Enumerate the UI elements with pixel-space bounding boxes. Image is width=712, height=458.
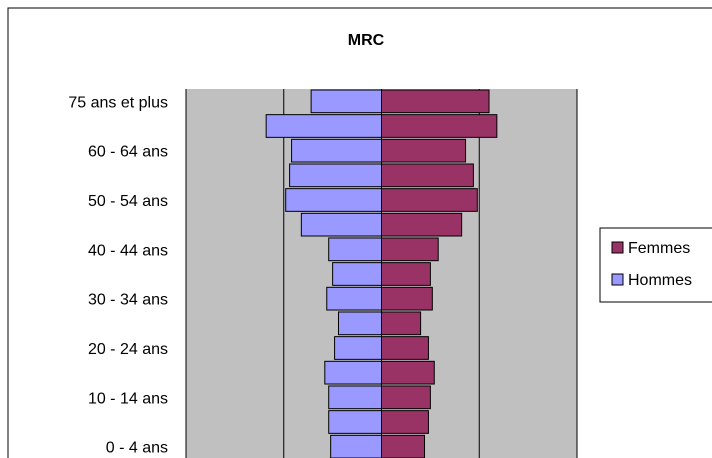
bar-femmes-55-59-ans bbox=[381, 163, 474, 188]
y-tick-label: 10 - 14 ans bbox=[88, 390, 168, 407]
y-tick-label: 75 ans et plus bbox=[68, 94, 168, 111]
bar-hommes-10-14-ans bbox=[328, 385, 382, 410]
bar-femmes-35-39-ans bbox=[381, 262, 431, 286]
y-tick-label: 60 - 64 ans bbox=[88, 144, 168, 161]
bar-femmes-65-74-ans bbox=[381, 114, 498, 138]
bar-hommes-50-54-ans bbox=[285, 188, 382, 212]
bar-hommes-35-39-ans bbox=[332, 262, 382, 286]
y-axis-labels: 0 - 4 ans 10 - 14 ans 20 - 24 ans 30 - 34 a… bbox=[68, 94, 168, 456]
bars bbox=[265, 89, 498, 458]
bar-hommes-55-59-ans bbox=[289, 163, 382, 188]
bar-hommes-0-4-ans bbox=[330, 434, 383, 458]
bar-hommes-15-19-ans bbox=[324, 360, 382, 385]
legend-swatch-femmes bbox=[611, 241, 624, 254]
bar-femmes-5-9-ans bbox=[381, 410, 429, 434]
bar-femmes-45-49-ans bbox=[381, 212, 463, 237]
bar-hommes-30-34-ans bbox=[326, 286, 383, 311]
bar-hommes-45-49-ans bbox=[300, 212, 382, 237]
y-tick-label: 40 - 44 ans bbox=[88, 242, 168, 259]
bar-hommes-40-44-ans bbox=[328, 237, 382, 262]
bar-femmes-30-34-ans bbox=[381, 286, 433, 311]
bar-hommes-25-29-ans bbox=[337, 311, 382, 336]
bar-femmes-75-ans-et-plus bbox=[381, 89, 490, 114]
chart-title: MRC bbox=[348, 32, 385, 49]
legend-box bbox=[599, 227, 712, 303]
bar-femmes-10-14-ans bbox=[381, 385, 431, 410]
bar-hommes-20-24-ans bbox=[334, 336, 382, 360]
legend: Femmes Hommes bbox=[599, 227, 712, 303]
legend-label-femmes: Femmes bbox=[628, 240, 690, 257]
bar-femmes-50-54-ans bbox=[381, 188, 478, 212]
y-tick-label: 20 - 24 ans bbox=[88, 341, 168, 358]
bar-hommes-5-9-ans bbox=[328, 410, 382, 434]
legend-label-hommes: Hommes bbox=[628, 272, 692, 289]
bar-femmes-40-44-ans bbox=[381, 237, 439, 262]
bar-hommes-65-74-ans bbox=[265, 114, 382, 138]
y-tick-label: 0 - 4 ans bbox=[106, 440, 168, 457]
bar-hommes-60-64-ans bbox=[291, 138, 383, 163]
legend-swatch-hommes bbox=[611, 273, 624, 286]
bar-femmes-15-19-ans bbox=[381, 360, 435, 385]
bar-femmes-25-29-ans bbox=[381, 311, 422, 336]
y-tick-label: 30 - 34 ans bbox=[88, 292, 168, 309]
bar-femmes-60-64-ans bbox=[381, 138, 467, 163]
bar-hommes-75-ans-et-plus bbox=[310, 89, 382, 114]
bar-femmes-0-4-ans bbox=[381, 434, 426, 458]
y-tick-label: 50 - 54 ans bbox=[88, 193, 168, 210]
bar-femmes-20-24-ans bbox=[381, 336, 429, 360]
